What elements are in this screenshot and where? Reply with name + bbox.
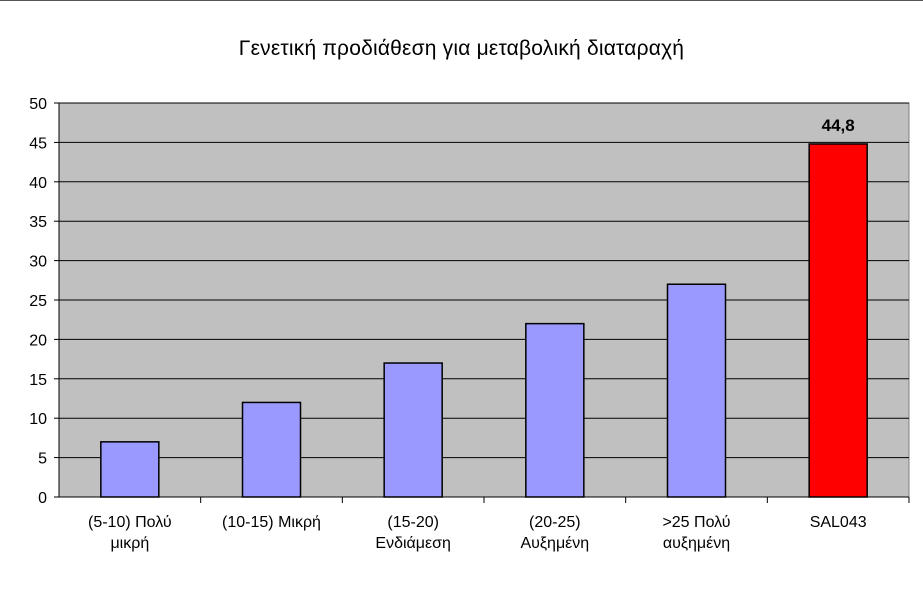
x-tick-label: Ενδιάμεση <box>375 535 451 552</box>
x-tick-label: μικρή <box>110 535 149 552</box>
y-tick-label: 50 <box>29 96 47 113</box>
x-tick-label: Αυξημένη <box>520 535 589 552</box>
x-tick-label: αυξημένη <box>663 535 730 552</box>
y-tick-label: 5 <box>38 451 47 468</box>
bar <box>241 401 302 498</box>
x-tick-label: SAL043 <box>810 514 867 531</box>
bar <box>100 441 160 498</box>
y-tick-label: 30 <box>29 254 47 271</box>
y-tick-label: 35 <box>29 214 47 231</box>
x-tick-label: (20-25) <box>529 514 581 531</box>
bar <box>525 322 585 498</box>
y-tick-label: 10 <box>29 411 47 428</box>
chart-title: Γενετική προδιάθεση για μεταβολική διατα… <box>238 37 685 60</box>
x-tick-label: (15-20) <box>387 514 439 531</box>
bar <box>666 283 727 498</box>
x-tick-label: (5-10) Πολύ <box>88 514 172 531</box>
data-label: 44,8 <box>822 116 855 135</box>
y-tick-label: 0 <box>38 490 47 507</box>
y-tick-label: 25 <box>29 293 47 310</box>
y-tick-label: 45 <box>29 135 47 152</box>
y-tick-label: 15 <box>29 372 47 389</box>
x-tick-label: >25 Πολύ <box>662 514 730 531</box>
bar <box>383 362 443 498</box>
bar <box>808 143 868 498</box>
y-tick-label: 40 <box>29 175 47 192</box>
y-tick-label: 20 <box>29 332 47 349</box>
x-tick-label: (10-15) Μικρή <box>222 514 321 531</box>
